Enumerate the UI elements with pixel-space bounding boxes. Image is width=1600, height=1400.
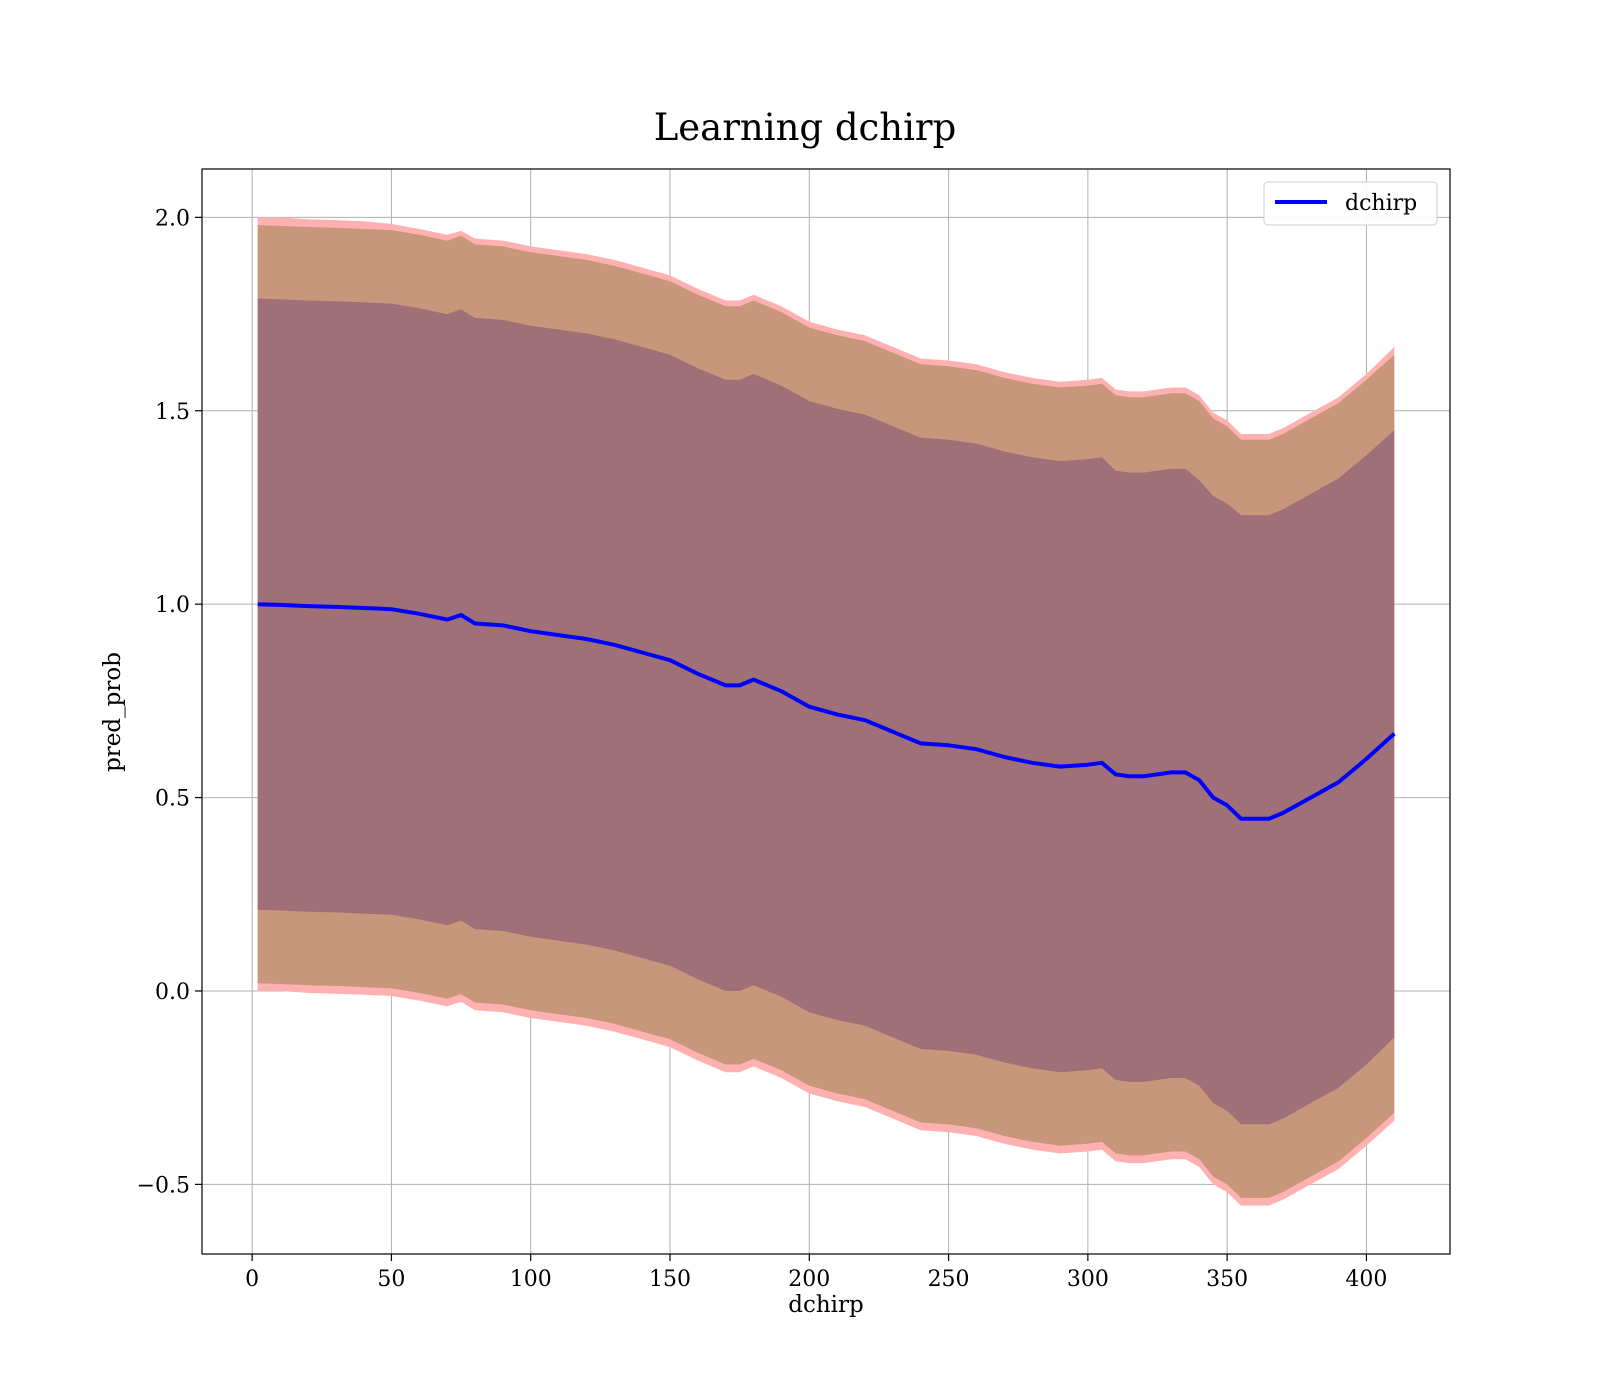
plot-frame	[201, 168, 1451, 1255]
x-tick-label-1: 50	[377, 1267, 405, 1292]
legend-box	[1263, 181, 1438, 226]
series-lines	[257, 602, 1396, 821]
y-axis-ticks: −0.5 0.0 0.5 1.0 1.5 2.0	[137, 206, 202, 1198]
y-axis-label: pred_prob	[100, 652, 126, 772]
x-tick-label-6: 300	[1067, 1267, 1109, 1292]
x-tick-label-7: 350	[1206, 1267, 1248, 1292]
y-tick-label-1: 0.0	[155, 980, 190, 1005]
y-tick-label-4: 1.5	[155, 400, 190, 425]
y-tick-label-2: 0.5	[155, 787, 190, 812]
x-tick-label-4: 200	[788, 1267, 830, 1292]
x-tick-label-5: 250	[928, 1267, 970, 1292]
x-axis-ticks: 0 50 100 150 200 250 300 350 400	[245, 1254, 1387, 1292]
series-line-0	[257, 602, 1396, 821]
x-tick-label-2: 100	[510, 1267, 552, 1292]
y-tick-label-3: 1.0	[155, 593, 190, 618]
chart-title: Learning dchirp	[654, 106, 957, 149]
y-tick-label-0: −0.5	[137, 1173, 190, 1198]
legend-label: dchirp	[1345, 191, 1417, 216]
x-axis-label: dchirp	[788, 1292, 864, 1318]
x-tick-label-8: 400	[1345, 1267, 1387, 1292]
x-tick-label-0: 0	[245, 1267, 259, 1292]
x-tick-label-3: 150	[649, 1267, 691, 1292]
legend: dchirp	[1263, 181, 1438, 226]
y-tick-label-5: 2.0	[155, 206, 190, 231]
